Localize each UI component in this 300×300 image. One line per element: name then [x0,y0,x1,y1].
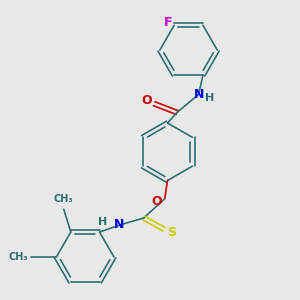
Text: H: H [205,94,214,103]
Text: N: N [194,88,204,101]
Text: S: S [167,226,176,239]
Text: CH₃: CH₃ [54,194,74,204]
Text: O: O [152,195,162,208]
Text: N: N [114,218,124,231]
Text: H: H [98,217,107,226]
Text: CH₃: CH₃ [8,252,28,262]
Text: O: O [141,94,152,107]
Text: F: F [164,16,172,29]
